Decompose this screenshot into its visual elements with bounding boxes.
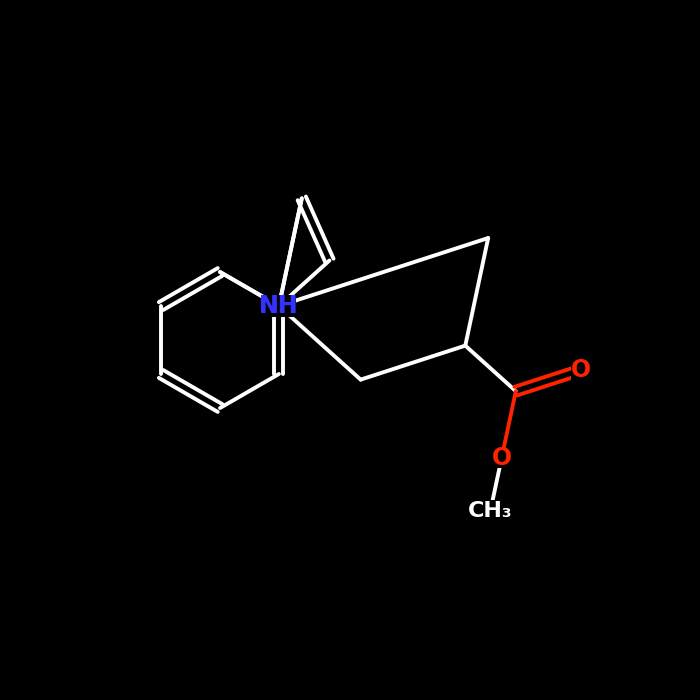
Text: CH₃: CH₃	[468, 500, 512, 521]
Bar	[471, 500, 510, 522]
Text: O: O	[491, 446, 512, 470]
Text: NH: NH	[259, 294, 299, 318]
Bar	[491, 447, 512, 468]
Text: NH: NH	[259, 294, 299, 318]
Bar	[264, 295, 294, 317]
Bar	[261, 295, 296, 317]
Text: O: O	[570, 358, 591, 382]
Bar	[570, 360, 591, 380]
